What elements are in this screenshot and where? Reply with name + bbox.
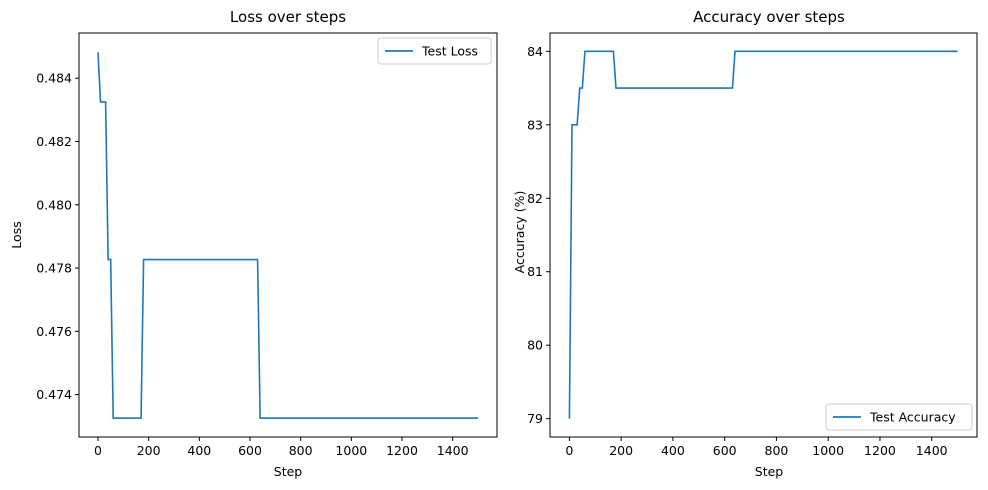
accuracy-legend-label: Test Accuracy <box>869 410 956 425</box>
loss-x-tick-label: 0 <box>94 443 102 458</box>
loss-x-tick-label: 600 <box>238 443 262 458</box>
loss-x-tick-label: 1000 <box>335 443 367 458</box>
loss-x-tick-label: 400 <box>187 443 211 458</box>
accuracy-x-tick-label: 1200 <box>864 443 896 458</box>
loss-plot-frame <box>78 32 498 438</box>
accuracy-chart: 0 200 400 600 800 1000 1200 1400 79 80 81 82 83 84 A… <box>512 8 978 479</box>
loss-series-line-0 <box>97 52 478 419</box>
accuracy-x-tick-label: 200 <box>609 443 633 458</box>
accuracy-chart-title: Accuracy over steps <box>693 8 845 26</box>
accuracy-y-tick-label: 83 <box>527 117 543 132</box>
loss-y-tick-label: 0.476 <box>36 324 72 339</box>
accuracy-y-tick-label: 79 <box>527 411 543 426</box>
loss-y-tick-label: 0.482 <box>36 134 72 149</box>
loss-x-tick-label: 1200 <box>386 443 418 458</box>
loss-x-tick-label: 800 <box>289 443 313 458</box>
loss-y-tick-label: 0.474 <box>36 387 72 402</box>
loss-chart: 0 200 400 600 800 1000 1200 1400 0.4740.4760.47… <box>9 8 498 479</box>
accuracy-y-tick-label: 84 <box>527 44 543 59</box>
loss-y-tick-label: 0.484 <box>36 71 72 86</box>
accuracy-y-tick-label: 82 <box>527 191 543 206</box>
loss-y-axis-label: Loss <box>9 221 24 248</box>
accuracy-x-ticks: 0 200 400 600 800 1000 1200 1400 <box>565 437 948 458</box>
accuracy-x-tick-label: 600 <box>713 443 737 458</box>
accuracy-plot-frame <box>549 32 978 438</box>
loss-x-tick-label: 200 <box>137 443 161 458</box>
accuracy-series-line-0 <box>568 50 958 419</box>
accuracy-legend: Test Accuracy <box>825 403 973 431</box>
accuracy-x-tick-label: 1400 <box>916 443 948 458</box>
loss-y-tick-label: 0.478 <box>36 261 72 276</box>
loss-plot-lines <box>97 52 478 419</box>
loss-x-tick-label: 1400 <box>437 443 469 458</box>
loss-legend: Test Loss <box>377 37 492 65</box>
accuracy-x-tick-label: 1000 <box>812 443 844 458</box>
accuracy-x-tick-label: 800 <box>765 443 789 458</box>
accuracy-y-tick-label: 81 <box>527 264 543 279</box>
accuracy-y-tick-label: 80 <box>527 338 543 353</box>
accuracy-x-tick-label: 0 <box>565 443 573 458</box>
loss-y-ticks: 0.474 0.476 0.478 0.480 0.482 0.484 <box>36 71 79 402</box>
accuracy-x-axis-label: Step <box>755 464 784 479</box>
loss-x-ticks: 0 200 400 600 800 1000 1200 1400 <box>94 437 469 458</box>
accuracy-legend-box <box>825 403 973 431</box>
loss-x-axis-label: Step <box>274 464 303 479</box>
loss-legend-label: Test Loss <box>421 44 478 59</box>
accuracy-y-axis-label: Accuracy (%) <box>512 191 527 274</box>
loss-y-tick-label: 0.480 <box>36 197 72 212</box>
loss-legend-box <box>377 37 492 65</box>
loss-chart-title: Loss over steps <box>230 8 346 26</box>
accuracy-plot-lines <box>568 50 958 419</box>
accuracy-x-tick-label: 400 <box>661 443 685 458</box>
accuracy-y-ticks: 79 80 81 82 83 84 <box>527 44 550 426</box>
